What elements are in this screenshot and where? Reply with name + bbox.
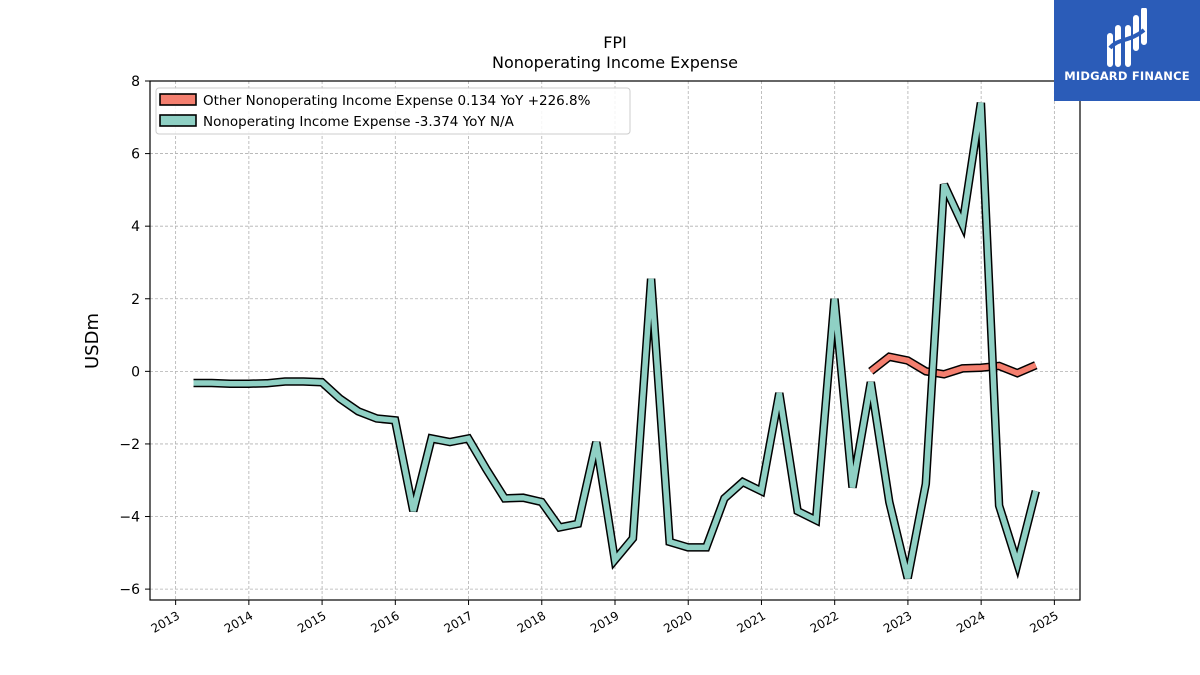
x-tick-label: 2014 [222, 608, 255, 635]
x-tick-label: 2019 [588, 608, 621, 635]
y-axis-label: USDm [82, 313, 103, 369]
y-tick-label: 4 [131, 219, 140, 235]
x-tick-label: 2018 [515, 608, 548, 635]
x-tick-label: 2015 [295, 608, 328, 635]
x-tick-label: 2020 [661, 608, 694, 635]
x-tick-label: 2013 [149, 608, 182, 635]
y-tick-label: −6 [119, 582, 140, 598]
y-tick-label: 6 [131, 147, 140, 163]
legend-label: Nonoperating Income Expense -3.374 YoY N… [203, 114, 515, 130]
brand-logo: MIDGARD FINANCE [1054, 0, 1200, 101]
chart-subtitle: Nonoperating Income Expense [492, 53, 738, 72]
x-tick-label: 2017 [442, 608, 475, 635]
logo-mark-icon [1104, 8, 1150, 68]
legend: Other Nonoperating Income Expense 0.134 … [156, 88, 630, 134]
x-tick-label: 2021 [735, 608, 768, 635]
x-tick-label: 2016 [368, 608, 401, 635]
y-tick-label: 2 [131, 292, 140, 308]
legend-swatch [160, 115, 196, 126]
brand-name: MIDGARD FINANCE [1054, 69, 1200, 83]
y-tick-label: 8 [131, 74, 140, 90]
x-tick-label: 2025 [1027, 608, 1060, 635]
x-tick-label: 2023 [881, 608, 914, 635]
chart: FPI Nonoperating Income Expense USDm −6 −… [0, 0, 1200, 675]
y-tick-label: −4 [119, 510, 140, 526]
y-tick-label: 0 [131, 364, 140, 380]
y-tick-label: −2 [119, 437, 140, 453]
chart-title: FPI [603, 33, 627, 52]
x-tick-label: 2024 [954, 608, 987, 635]
legend-swatch [160, 94, 196, 105]
x-tick-label: 2022 [808, 608, 841, 635]
legend-label: Other Nonoperating Income Expense 0.134 … [203, 93, 591, 109]
